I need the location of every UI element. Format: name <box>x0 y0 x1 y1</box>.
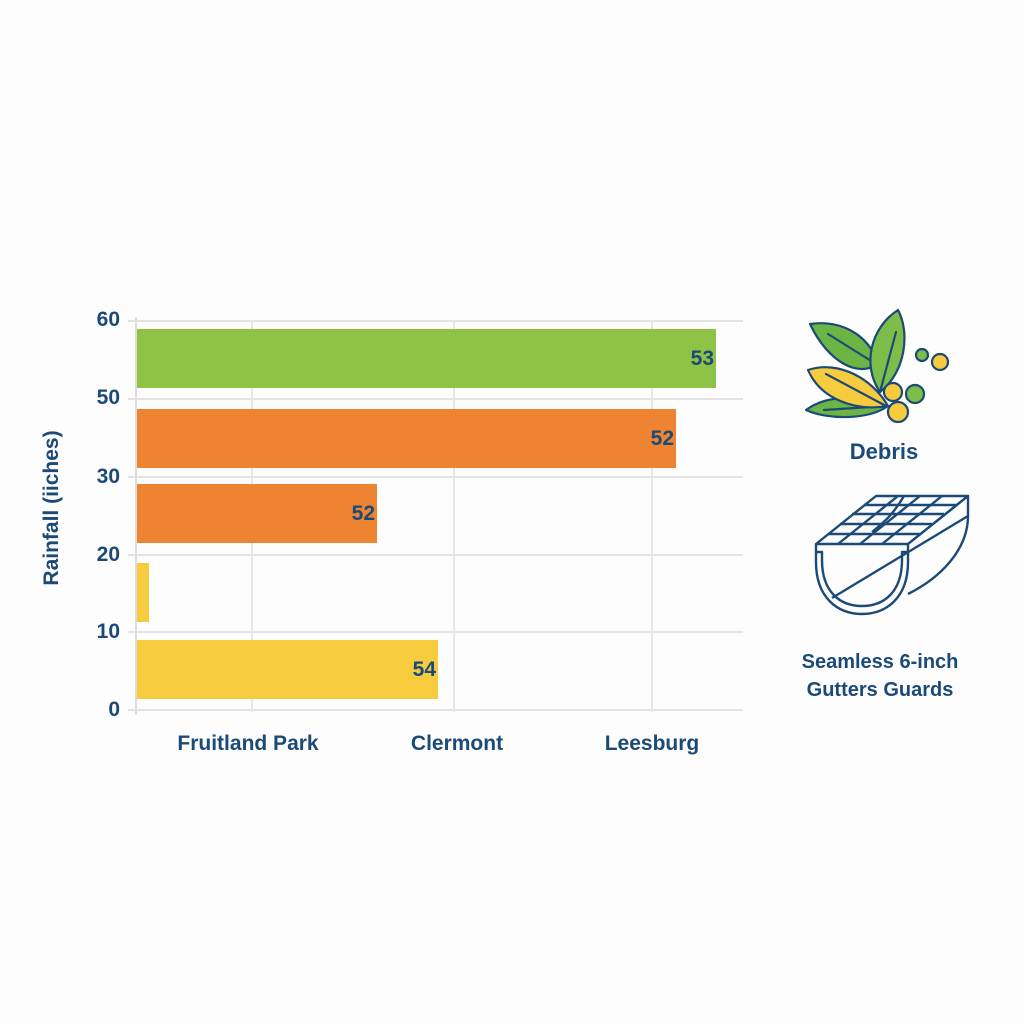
bar-value-label: 52 <box>650 426 674 450</box>
x-label-fruitland-park: Fruitland Park <box>177 732 319 755</box>
bar-value-label: 54 <box>412 657 436 681</box>
leaves-debris-icon <box>804 308 950 424</box>
gridline-h <box>128 631 743 633</box>
gridline-v <box>453 320 455 712</box>
bar-1: 53 <box>137 329 716 388</box>
x-label-leesburg: Leesburg <box>604 732 700 755</box>
bar-3: 52 <box>137 484 377 543</box>
y-axis-line <box>135 318 137 714</box>
y-tick-60: 60 <box>96 308 120 331</box>
bar-2: 52 <box>137 409 676 468</box>
gridline-h <box>128 476 743 478</box>
gridline-h <box>128 554 743 556</box>
x-label-clermont: Clermont <box>410 732 504 755</box>
gutter-guard-icon <box>814 494 970 616</box>
bar-value-label: 53 <box>690 346 714 370</box>
debris-caption: Debris <box>849 439 919 464</box>
bar-value-label: 52 <box>351 501 375 525</box>
y-tick-30: 30 <box>96 465 120 488</box>
gridline-v <box>651 320 653 712</box>
y-tick-20: 20 <box>96 543 120 566</box>
gutter-caption: Seamless 6-inch Gutters Guards <box>802 648 959 704</box>
y-tick-10: 10 <box>96 620 120 643</box>
gridline-h <box>128 709 743 711</box>
gridline-h <box>128 398 743 400</box>
gutter-caption-line1: Seamless 6-inch <box>801 651 959 673</box>
y-tick-50: 50 <box>96 386 120 409</box>
bar-5: 54 <box>137 640 438 699</box>
gridline-h <box>128 320 743 322</box>
bar-4 <box>137 563 149 622</box>
y-tick-0: 0 <box>108 698 120 721</box>
gutter-caption-line2: Gutters Guards <box>806 679 954 701</box>
